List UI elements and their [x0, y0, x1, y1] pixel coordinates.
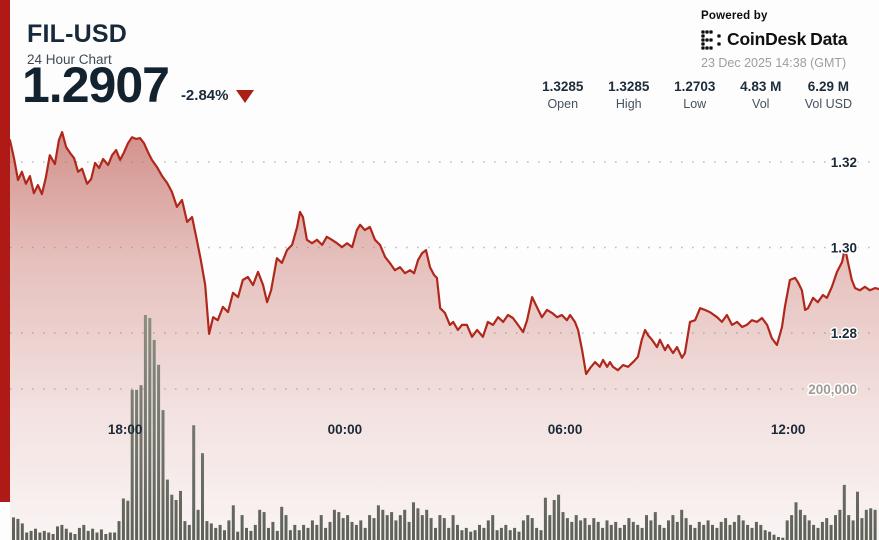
svg-text:1.28: 1.28 — [831, 326, 858, 341]
price-line — [8, 131, 879, 376]
stat-label: High — [615, 97, 642, 111]
stat-value: 1.3285 — [608, 79, 650, 94]
volume-bars — [12, 315, 877, 540]
chart-subtitle: 24 Hour Chart — [27, 52, 112, 67]
coindesk-brand-text: CoinDesk Data — [727, 29, 847, 50]
stats-row: 1.3285 Open 1.3285 High 1.2703 Low 4.83 M Vol 6.… — [541, 79, 852, 111]
pair-title: FIL-USD — [27, 20, 127, 48]
stat-label: Vol — [752, 97, 770, 111]
accent-stripe — [0, 0, 10, 502]
brand-name: CoinDesk — [727, 29, 807, 49]
brand-suffix: Data — [810, 29, 848, 49]
svg-text:1.32: 1.32 — [831, 155, 857, 170]
stat-label: Low — [683, 97, 707, 111]
svg-text:00:00: 00:00 — [328, 422, 363, 437]
stat-open: 1.3285 Open — [541, 79, 585, 111]
svg-text:1.30: 1.30 — [831, 241, 857, 256]
stat-label: Vol USD — [804, 97, 852, 111]
stat-value: 6.29 M — [807, 79, 850, 94]
chart-timestamp: 23 Dec 2025 14:38 (GMT) — [701, 56, 847, 70]
price-change-percent: -2.84% — [180, 87, 229, 104]
svg-text:18:00: 18:00 — [108, 422, 143, 437]
coindesk-logo-icon — [701, 29, 721, 50]
stat-label: Open — [547, 97, 579, 111]
stat-value: 4.83 M — [740, 79, 782, 94]
stat-vol: 4.83 M Vol — [739, 79, 783, 111]
svg-text:12:00: 12:00 — [771, 422, 806, 437]
price-down-arrow-icon — [236, 90, 255, 103]
current-price: 1.2907 — [22, 57, 170, 113]
price-area-fill — [10, 132, 879, 540]
stat-low: 1.2703 Low — [673, 79, 717, 111]
stat-vol-usd: 6.29 M Vol USD — [805, 79, 852, 111]
stat-high: 1.3285 High — [607, 79, 651, 111]
stat-value: 1.2703 — [674, 79, 716, 94]
svg-text:200,000: 200,000 — [808, 382, 857, 397]
powered-by-label: Powered by — [701, 10, 768, 22]
svg-text:06:00: 06:00 — [548, 422, 583, 437]
stat-value: 1.3285 — [542, 79, 584, 94]
axis-labels: 1.32 1.30 1.28 200,000 18:00 00:00 06:00 12:00 — [108, 154, 859, 438]
